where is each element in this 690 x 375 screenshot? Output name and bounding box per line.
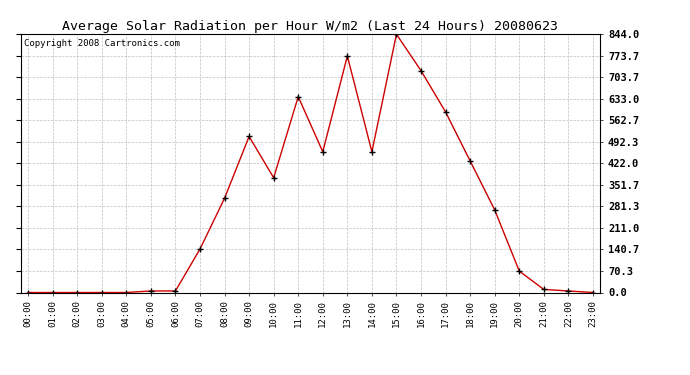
Title: Average Solar Radiation per Hour W/m2 (Last 24 Hours) 20080623: Average Solar Radiation per Hour W/m2 (L… [63, 20, 558, 33]
Text: Copyright 2008 Cartronics.com: Copyright 2008 Cartronics.com [23, 39, 179, 48]
